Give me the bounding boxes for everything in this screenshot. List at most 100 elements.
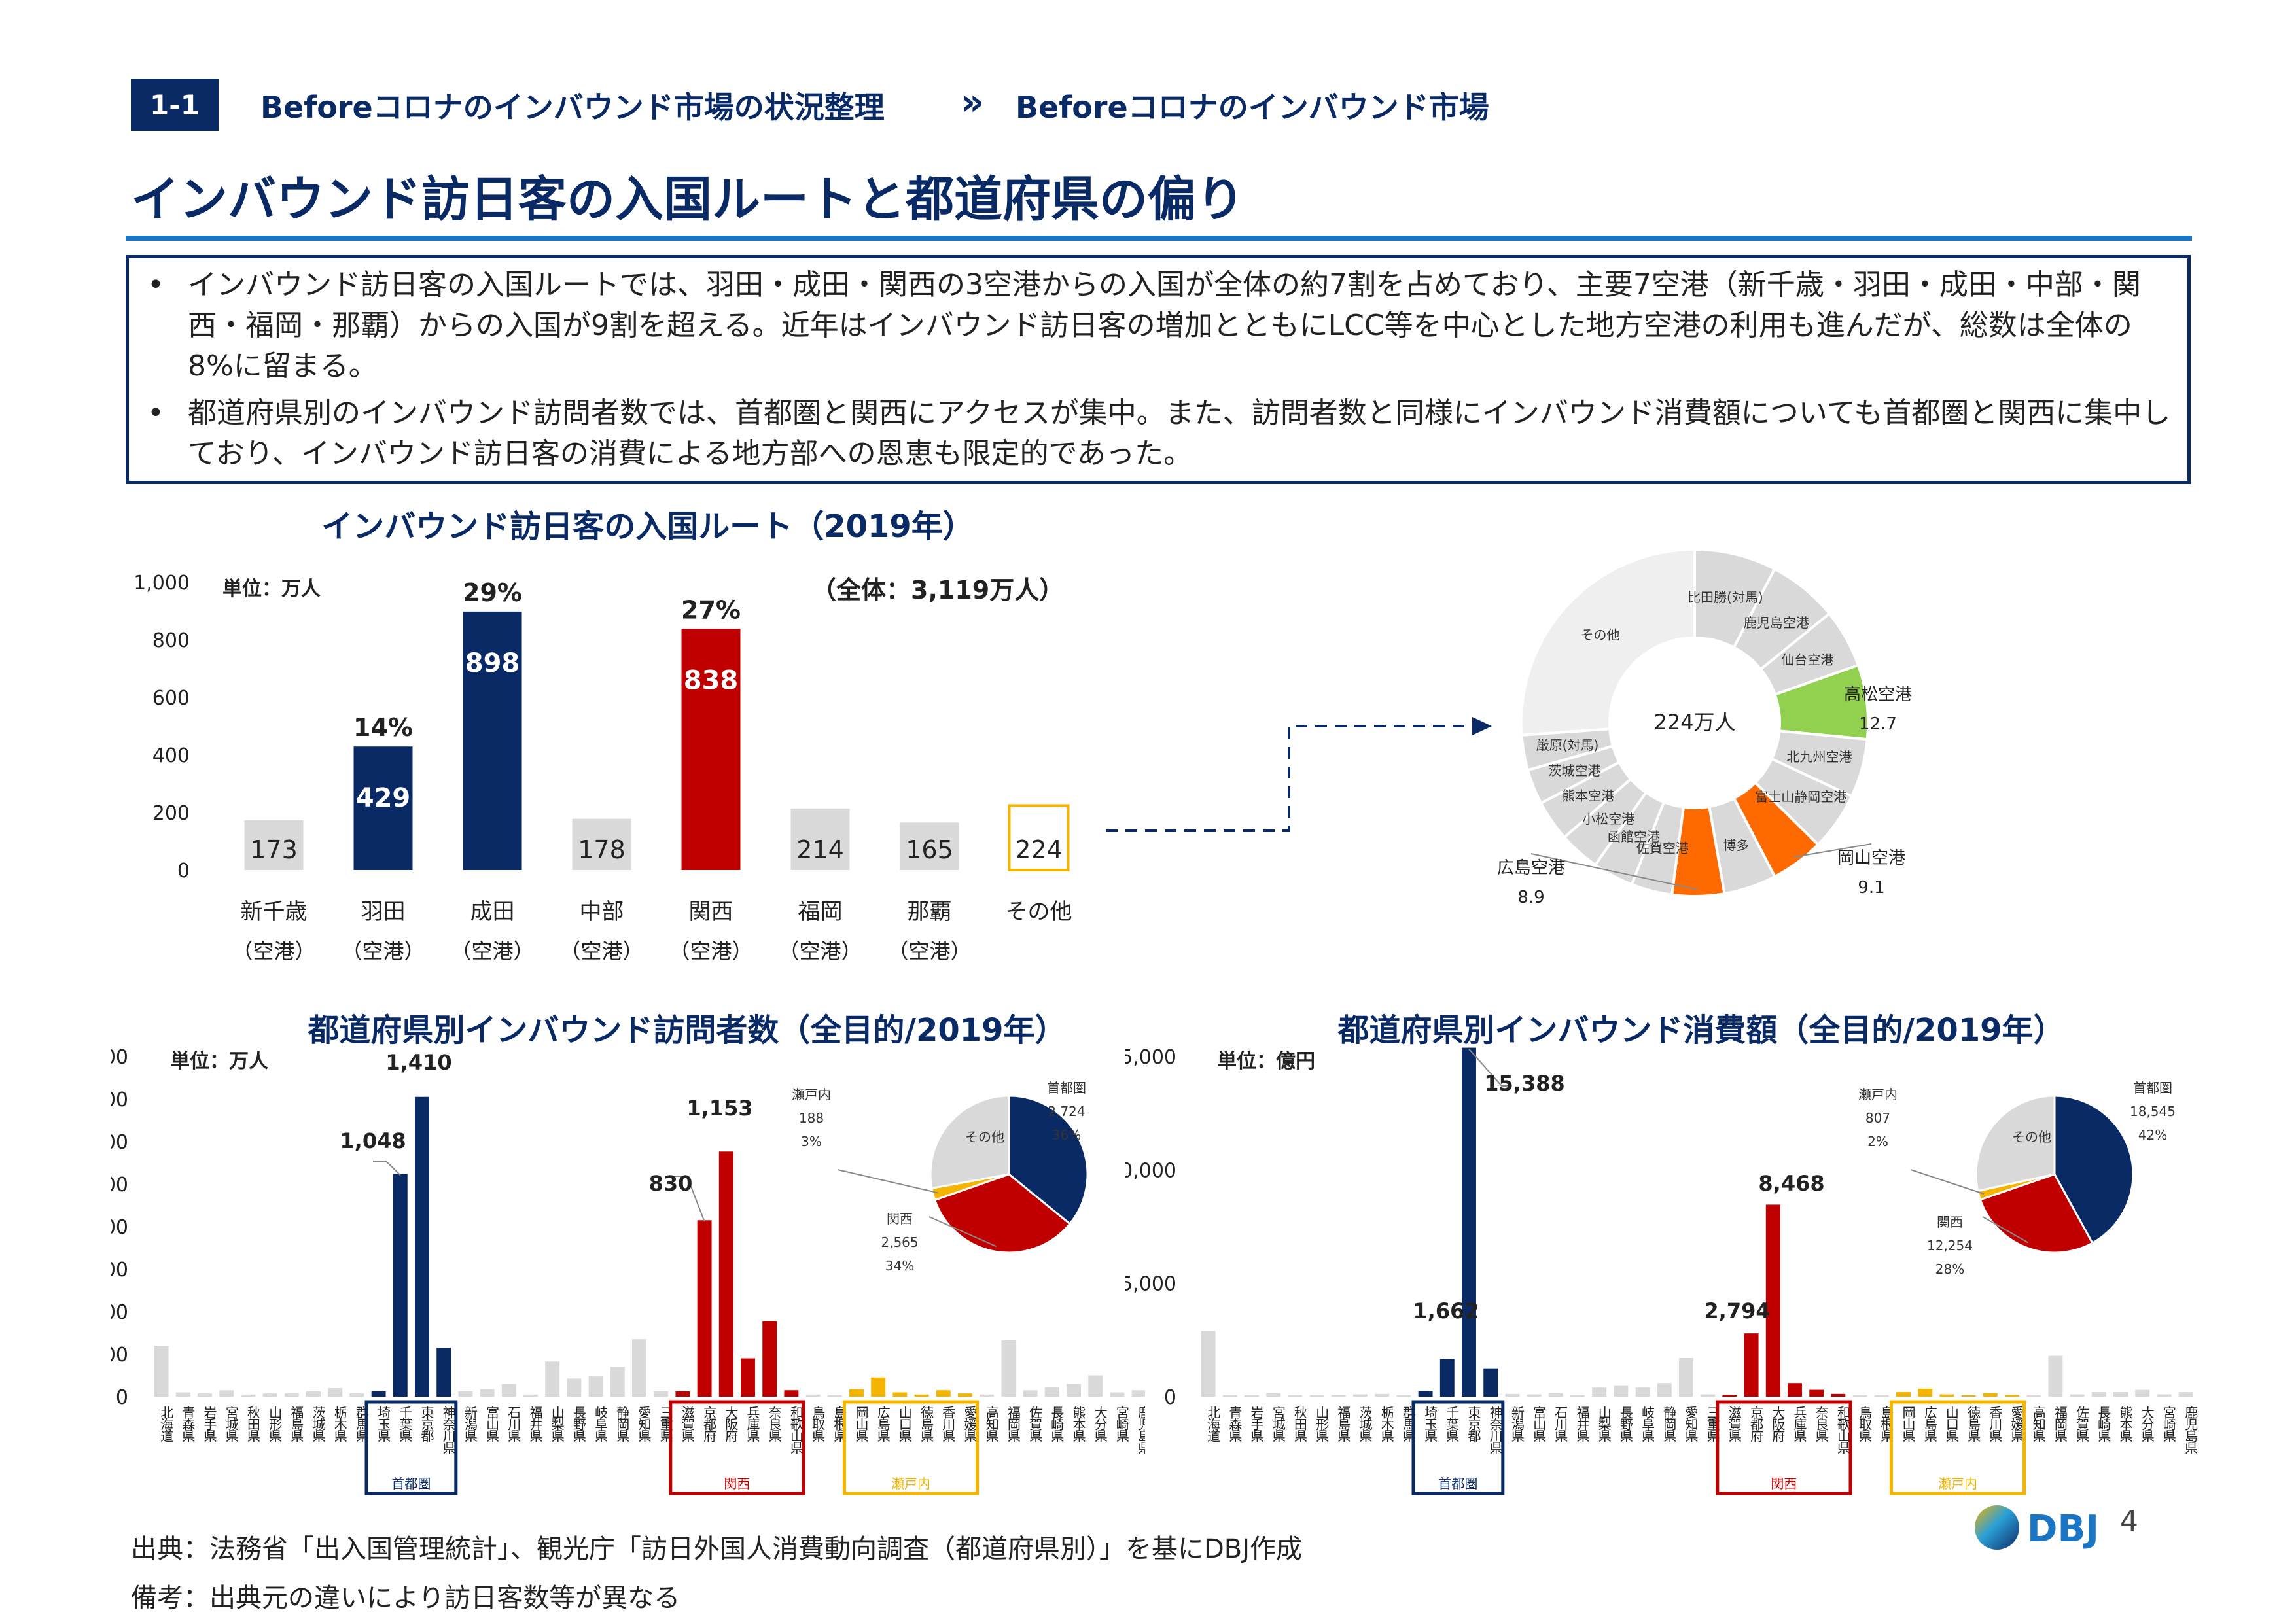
bar-岩手県 — [198, 1393, 212, 1397]
prefecture-label: 香川県 — [940, 1406, 956, 1442]
pie-leader-line — [1982, 1216, 2029, 1244]
y-tick-label: 5,000 — [1125, 1273, 1176, 1296]
donut-label: 北九州空港 — [1787, 749, 1852, 765]
x-category-sublabel: （空港） — [887, 939, 971, 964]
prefecture-label: 岩手県 — [1248, 1406, 1264, 1442]
prefecture-spending-bar-chart: 単位：億円 05,00010,00015,000北海道青森県岩手県宮城県秋田県山… — [1125, 1046, 2199, 1495]
bar-成田 — [463, 611, 522, 870]
bar-和歌山県 — [784, 1390, 799, 1397]
bar-value-label: 173 — [250, 835, 298, 864]
donut-label: 佐賀空港 — [1636, 840, 1689, 856]
bar-北海道 — [154, 1346, 169, 1397]
bar-兵庫県 — [741, 1358, 755, 1397]
bar-青森県 — [175, 1392, 190, 1397]
data-label: 8,468 — [1758, 1171, 1824, 1196]
breadcrumb-parent[interactable]: Beforeコロナのインバウンド市場の状況整理 — [260, 90, 885, 125]
data-label-leader — [1468, 1048, 1511, 1087]
pie-value: 18,545 — [2130, 1104, 2176, 1119]
bar-鳥取県 — [805, 1394, 821, 1397]
prefecture-label: 愛知県 — [1683, 1406, 1699, 1442]
donut-label: 熊本空港 — [1562, 788, 1614, 804]
callout-leader-line — [1530, 853, 1699, 890]
prefecture-label: 岡山県 — [853, 1406, 869, 1442]
bar-福井県 — [1570, 1395, 1585, 1397]
donut-label: 博多 — [1723, 837, 1749, 853]
prefecture-label: 福井県 — [527, 1406, 543, 1442]
title-divider — [126, 236, 2192, 241]
y-tick-label: 1,000 — [111, 1174, 128, 1196]
bar-山梨県 — [1592, 1387, 1607, 1397]
summary-text-2: 都道府県別のインバウンド訪問者数では、首都圏と関西にアクセスが集中。また、訪問者… — [188, 396, 2171, 470]
group-frame-瀬戸内 — [842, 1400, 980, 1495]
x-category-label: 新千歳 — [241, 899, 308, 925]
bar-宮崎県 — [1110, 1392, 1125, 1397]
pie-label: 関西 — [887, 1211, 913, 1227]
prefecture-label: 熊本県 — [1070, 1406, 1086, 1442]
prefecture-label: 山口県 — [896, 1406, 912, 1442]
bar-滋賀県 — [675, 1391, 690, 1397]
bar-秋田県 — [1288, 1395, 1303, 1397]
bar-石川県 — [501, 1384, 516, 1397]
bar-神奈川県 — [1483, 1368, 1498, 1397]
bar-value-label: 165 — [906, 835, 953, 864]
prefecture-visitors-bar-chart: 単位：万人 0 200 400 600 800 1,000 1,200 1,400 1,600 北… — [111, 1046, 1145, 1495]
bar-千葉県 — [1439, 1359, 1455, 1397]
bar-長野県 — [1614, 1385, 1629, 1397]
spending-chart-title: 都道府県別インバウンド消費額（全目的/2019年） — [1337, 1012, 2065, 1049]
pie-label: 首都圏 — [2133, 1080, 2172, 1096]
prefecture-label: 山梨県 — [1596, 1406, 1612, 1442]
bar-富山県 — [480, 1389, 495, 1397]
prefecture-label: 神奈川県 — [440, 1406, 456, 1454]
donut-label: 厳原(対馬) — [1536, 737, 1599, 753]
bar-福岡 — [790, 808, 850, 870]
x-category-label: 那覇 — [908, 899, 952, 925]
bar-新千歳 — [244, 820, 304, 870]
bar-鳥取県 — [1852, 1395, 1867, 1397]
bar-山梨県 — [545, 1361, 560, 1397]
donut-center-label: 224万人 — [1653, 710, 1735, 735]
bar-新潟県 — [458, 1391, 473, 1397]
bar-佐賀県 — [1023, 1390, 1038, 1397]
x-category-sublabel: （空港） — [778, 939, 862, 964]
y-tick-label: 600 — [152, 687, 190, 710]
y-tick-label: 0 — [177, 860, 190, 882]
callout-name: 高松空港 — [1844, 685, 1912, 705]
bar-福井県 — [523, 1394, 538, 1397]
x-category-sublabel: （空港） — [669, 939, 752, 964]
bar-佐賀県 — [2070, 1394, 2085, 1397]
bar-茨城県 — [306, 1391, 321, 1397]
breadcrumb-separator-icon: » — [961, 81, 985, 124]
prefecture-label: 大分県 — [1092, 1406, 1108, 1442]
x-category-sublabel: （空港） — [559, 939, 643, 964]
callout-leader-line — [1793, 843, 1872, 858]
bar-鹿児島県 — [2178, 1392, 2193, 1397]
callout-name: 広島空港 — [1497, 858, 1565, 878]
data-label: 830 — [649, 1171, 693, 1196]
y-tick-label: 400 — [111, 1301, 128, 1324]
bar-中部 — [572, 818, 631, 870]
bar-岡山県 — [849, 1389, 864, 1397]
entry-unit-label: 単位：万人 — [222, 578, 321, 601]
y-tick-label: 800 — [111, 1216, 128, 1239]
connector-arrow-icon — [1106, 717, 1492, 832]
prefecture-label: 静岡県 — [614, 1406, 630, 1442]
prefecture-label: 新潟県 — [462, 1406, 478, 1442]
prefecture-label: 高知県 — [983, 1406, 999, 1442]
bar-value-label: 224 — [1015, 835, 1063, 864]
pie-slice-首都圏 — [2053, 1094, 2134, 1245]
prefecture-label: 滋賀県 — [1726, 1406, 1742, 1442]
prefecture-label: 大阪府 — [723, 1406, 739, 1442]
bar-奈良県 — [762, 1321, 777, 1397]
pie-percent: 36% — [1052, 1127, 1081, 1143]
pie-label: 首都圏 — [1047, 1080, 1086, 1096]
x-category-label: 成田 — [470, 899, 515, 925]
pie-label: 瀬戸内 — [792, 1087, 831, 1102]
pie-value: 188 — [799, 1110, 824, 1126]
x-category-sublabel: （空港） — [341, 939, 425, 964]
spending-unit-label: 単位：億円 — [1217, 1050, 1315, 1073]
prefecture-label: 青森県 — [1227, 1406, 1243, 1442]
prefecture-label: 和歌山県 — [788, 1406, 804, 1454]
bar-広島県 — [1918, 1388, 1933, 1397]
pie-leader-line — [837, 1169, 938, 1194]
